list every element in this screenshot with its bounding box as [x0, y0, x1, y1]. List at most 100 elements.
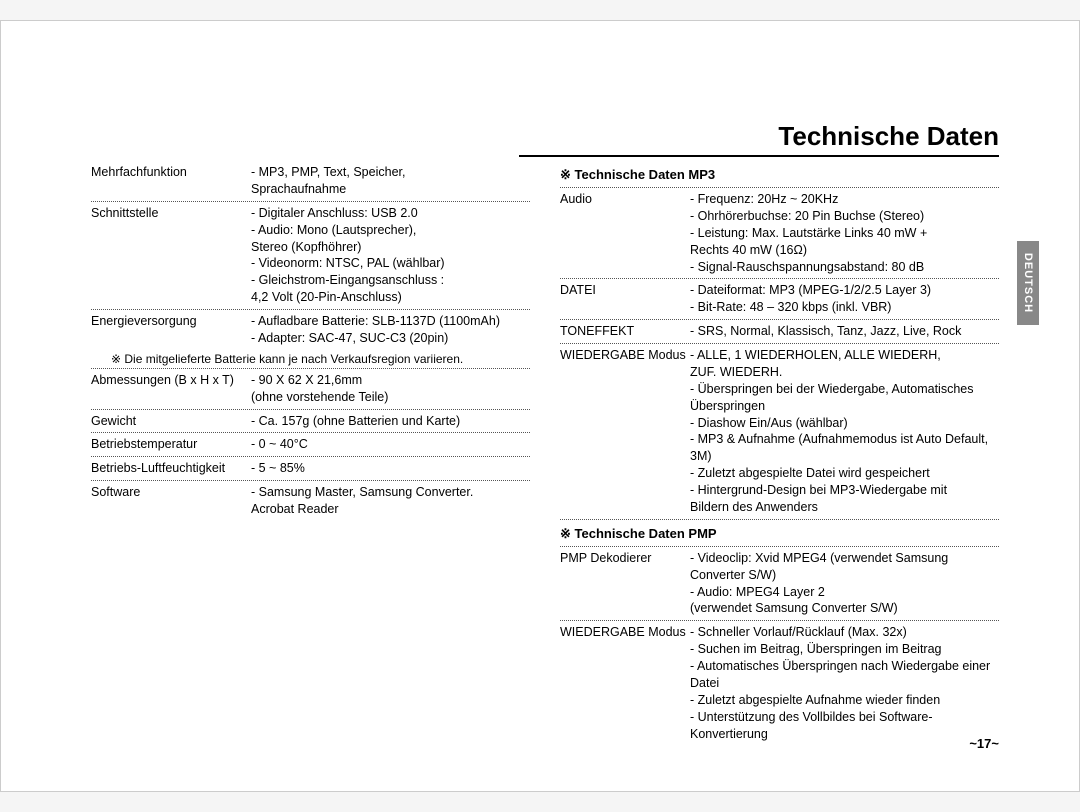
right-rows-mp3: Audio- Frequenz: 20Hz ~ 20KHz- Ohrhörerb… — [560, 188, 999, 520]
spec-line: Sprachaufnahme — [251, 181, 530, 198]
spec-label: Gewicht — [91, 413, 251, 430]
spec-line: Rechts 40 mW (16Ω) — [690, 242, 999, 259]
spec-row: Energieversorgung- Aufladbare Batterie: … — [91, 310, 530, 350]
spec-value: - 5 ~ 85% — [251, 460, 530, 477]
spec-line: - Zuletzt abgespielte Aufnahme wieder fi… — [690, 692, 999, 709]
spec-label: TONEFFEKT — [560, 323, 690, 340]
spec-line: - Frequenz: 20Hz ~ 20KHz — [690, 191, 999, 208]
spec-line: Stereo (Kopfhöhrer) — [251, 239, 530, 256]
spec-row: Mehrfachfunktion- MP3, PMP, Text, Speich… — [91, 161, 530, 202]
left-column: Mehrfachfunktion- MP3, PMP, Text, Speich… — [91, 161, 530, 745]
language-label: DEUTSCH — [1022, 253, 1034, 313]
spec-value: - Digitaler Anschluss: USB 2.0- Audio: M… — [251, 205, 530, 306]
spec-row: WIEDERGABE Modus- Schneller Vorlauf/Rück… — [560, 621, 999, 745]
spec-row: Gewicht- Ca. 157g (ohne Batterien und Ka… — [91, 410, 530, 434]
spec-line: - Leistung: Max. Lautstärke Links 40 mW … — [690, 225, 999, 242]
spec-line: - Audio: MPEG4 Layer 2 — [690, 584, 999, 601]
spec-line: (verwendet Samsung Converter S/W) — [690, 600, 999, 617]
spec-line: Acrobat Reader — [251, 501, 530, 518]
spec-value: - Dateiformat: MP3 (MPEG-1/2/2.5 Layer 3… — [690, 282, 999, 316]
spec-value: - Schneller Vorlauf/Rücklauf (Max. 32x)-… — [690, 624, 999, 742]
page: Technische Daten DEUTSCH Mehrfachfunktio… — [71, 51, 1039, 761]
spec-line: 4,2 Volt (20-Pin-Anschluss) — [251, 289, 530, 306]
spec-row: Betriebs-Luftfeuchtigkeit- 5 ~ 85% — [91, 457, 530, 481]
spec-row: Schnittstelle- Digitaler Anschluss: USB … — [91, 202, 530, 310]
spec-line: - Diashow Ein/Aus (wählbar) — [690, 415, 999, 432]
spec-line: - Digitaler Anschluss: USB 2.0 — [251, 205, 530, 222]
page-container: Technische Daten DEUTSCH Mehrfachfunktio… — [0, 20, 1080, 792]
spec-line: - Ca. 157g (ohne Batterien und Karte) — [251, 413, 530, 430]
left-rows-2: Abmessungen (B x H x T)- 90 X 62 X 21,6m… — [91, 369, 530, 521]
spec-label: PMP Dekodierer — [560, 550, 690, 618]
spec-line: - Samsung Master, Samsung Converter. — [251, 484, 530, 501]
spec-label: Software — [91, 484, 251, 518]
spec-line: - Zuletzt abgespielte Datei wird gespeic… — [690, 465, 999, 482]
spec-label: Betriebstemperatur — [91, 436, 251, 453]
page-number: ~17~ — [969, 736, 999, 751]
spec-line: - 5 ~ 85% — [251, 460, 530, 477]
spec-label: Abmessungen (B x H x T) — [91, 372, 251, 406]
spec-label: Betriebs-Luftfeuchtigkeit — [91, 460, 251, 477]
spec-line: (ohne vorstehende Teile) — [251, 389, 530, 406]
spec-line: - Videonorm: NTSC, PAL (wählbar) — [251, 255, 530, 272]
spec-line: - 90 X 62 X 21,6mm — [251, 372, 530, 389]
spec-line: Bildern des Anwenders — [690, 499, 999, 516]
spec-label: Mehrfachfunktion — [91, 164, 251, 198]
spec-line: - MP3, PMP, Text, Speicher, — [251, 164, 530, 181]
battery-note: ※ Die mitgelieferte Batterie kann je nac… — [91, 350, 530, 369]
spec-label: Schnittstelle — [91, 205, 251, 306]
language-tab: DEUTSCH — [1017, 241, 1039, 325]
spec-line: ZUF. WIEDERH. — [690, 364, 999, 381]
spec-line: - Dateiformat: MP3 (MPEG-1/2/2.5 Layer 3… — [690, 282, 999, 299]
spec-line: - ALLE, 1 WIEDERHOLEN, ALLE WIEDERH, — [690, 347, 999, 364]
spec-line: - Aufladbare Batterie: SLB-1137D (1100mA… — [251, 313, 530, 330]
spec-line: - SRS, Normal, Klassisch, Tanz, Jazz, Li… — [690, 323, 999, 340]
spec-value: - ALLE, 1 WIEDERHOLEN, ALLE WIEDERH, ZUF… — [690, 347, 999, 516]
spec-value: - 0 ~ 40°C — [251, 436, 530, 453]
spec-line: - Videoclip: Xvid MPEG4 (verwendet Samsu… — [690, 550, 999, 584]
page-title: Technische Daten — [519, 121, 999, 152]
spec-line: - Audio: Mono (Lautsprecher), — [251, 222, 530, 239]
spec-line: - Gleichstrom-Eingangsanschluss : — [251, 272, 530, 289]
spec-line: - Bit-Rate: 48 – 320 kbps (inkl. VBR) — [690, 299, 999, 316]
spec-label: DATEI — [560, 282, 690, 316]
spec-value: - Ca. 157g (ohne Batterien und Karte) — [251, 413, 530, 430]
spec-line: - Suchen im Beitrag, Überspringen im Bei… — [690, 641, 999, 658]
spec-line: - MP3 & Aufnahme (Aufnahmemodus ist Auto… — [690, 431, 999, 465]
spec-line: - Schneller Vorlauf/Rücklauf (Max. 32x) — [690, 624, 999, 641]
spec-row: WIEDERGABE Modus- ALLE, 1 WIEDERHOLEN, A… — [560, 344, 999, 520]
spec-value: - 90 X 62 X 21,6mm (ohne vorstehende Tei… — [251, 372, 530, 406]
spec-label: WIEDERGABE Modus — [560, 347, 690, 516]
spec-line: - Unterstützung des Vollbildes bei Softw… — [690, 709, 999, 743]
page-title-bar: Technische Daten — [519, 121, 999, 157]
spec-line: - Hintergrund-Design bei MP3-Wiedergabe … — [690, 482, 999, 499]
right-column: ※ Technische Daten MP3 Audio- Frequenz: … — [560, 161, 999, 745]
spec-line: - Ohrhörerbuchse: 20 Pin Buchse (Stereo) — [690, 208, 999, 225]
spec-row: Abmessungen (B x H x T)- 90 X 62 X 21,6m… — [91, 369, 530, 410]
spec-value: - SRS, Normal, Klassisch, Tanz, Jazz, Li… — [690, 323, 999, 340]
spec-label: Energieversorgung — [91, 313, 251, 347]
spec-row: DATEI- Dateiformat: MP3 (MPEG-1/2/2.5 La… — [560, 279, 999, 320]
right-rows-pmp: PMP Dekodierer- Videoclip: Xvid MPEG4 (v… — [560, 547, 999, 746]
spec-row: Audio- Frequenz: 20Hz ~ 20KHz- Ohrhörerb… — [560, 188, 999, 279]
heading-mp3: ※ Technische Daten MP3 — [560, 161, 999, 188]
spec-line: - Automatisches Überspringen nach Wieder… — [690, 658, 999, 692]
spec-row: PMP Dekodierer- Videoclip: Xvid MPEG4 (v… — [560, 547, 999, 622]
spec-value: - Videoclip: Xvid MPEG4 (verwendet Samsu… — [690, 550, 999, 618]
spec-line: - Adapter: SAC-47, SUC-C3 (20pin) — [251, 330, 530, 347]
spec-line: - Überspringen bei der Wiedergabe, Autom… — [690, 381, 999, 415]
spec-row: Betriebstemperatur- 0 ~ 40°C — [91, 433, 530, 457]
content-columns: Mehrfachfunktion- MP3, PMP, Text, Speich… — [91, 161, 999, 745]
spec-row: TONEFFEKT- SRS, Normal, Klassisch, Tanz,… — [560, 320, 999, 344]
spec-label: Audio — [560, 191, 690, 275]
spec-value: - Frequenz: 20Hz ~ 20KHz- Ohrhörerbuchse… — [690, 191, 999, 275]
spec-value: - Aufladbare Batterie: SLB-1137D (1100mA… — [251, 313, 530, 347]
left-rows-1: Mehrfachfunktion- MP3, PMP, Text, Speich… — [91, 161, 530, 350]
spec-line: - Signal-Rauschspannungsabstand: 80 dB — [690, 259, 999, 276]
spec-value: - MP3, PMP, Text, Speicher, Sprachaufnah… — [251, 164, 530, 198]
spec-value: - Samsung Master, Samsung Converter. Acr… — [251, 484, 530, 518]
spec-label: WIEDERGABE Modus — [560, 624, 690, 742]
heading-pmp: ※ Technische Daten PMP — [560, 520, 999, 547]
spec-row: Software- Samsung Master, Samsung Conver… — [91, 481, 530, 521]
spec-line: - 0 ~ 40°C — [251, 436, 530, 453]
